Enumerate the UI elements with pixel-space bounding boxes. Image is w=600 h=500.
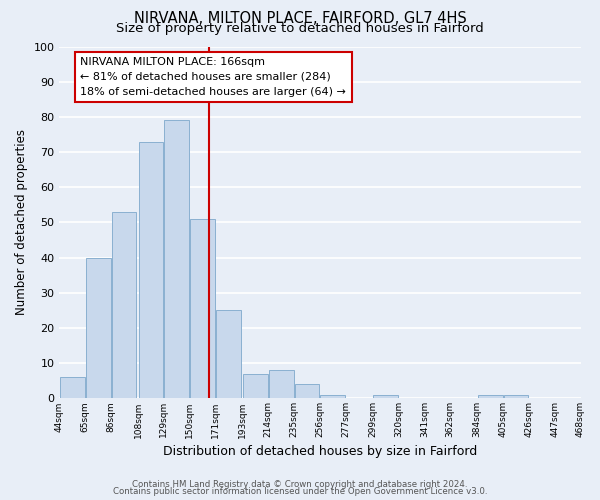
Bar — [320, 395, 345, 398]
Bar — [190, 219, 215, 398]
Bar — [60, 378, 85, 398]
Bar — [86, 258, 110, 398]
Bar — [503, 395, 529, 398]
Bar — [216, 310, 241, 398]
Bar — [112, 212, 136, 398]
Bar — [269, 370, 293, 398]
Text: NIRVANA, MILTON PLACE, FAIRFORD, GL7 4HS: NIRVANA, MILTON PLACE, FAIRFORD, GL7 4HS — [134, 11, 466, 26]
X-axis label: Distribution of detached houses by size in Fairford: Distribution of detached houses by size … — [163, 444, 477, 458]
Y-axis label: Number of detached properties: Number of detached properties — [15, 130, 28, 316]
Text: NIRVANA MILTON PLACE: 166sqm
← 81% of detached houses are smaller (284)
18% of s: NIRVANA MILTON PLACE: 166sqm ← 81% of de… — [80, 57, 346, 96]
Bar — [243, 374, 268, 398]
Text: Size of property relative to detached houses in Fairford: Size of property relative to detached ho… — [116, 22, 484, 35]
Bar — [295, 384, 319, 398]
Text: Contains public sector information licensed under the Open Government Licence v3: Contains public sector information licen… — [113, 488, 487, 496]
Bar — [478, 395, 503, 398]
Bar — [373, 395, 398, 398]
Bar — [139, 142, 163, 398]
Bar — [164, 120, 189, 398]
Text: Contains HM Land Registry data © Crown copyright and database right 2024.: Contains HM Land Registry data © Crown c… — [132, 480, 468, 489]
